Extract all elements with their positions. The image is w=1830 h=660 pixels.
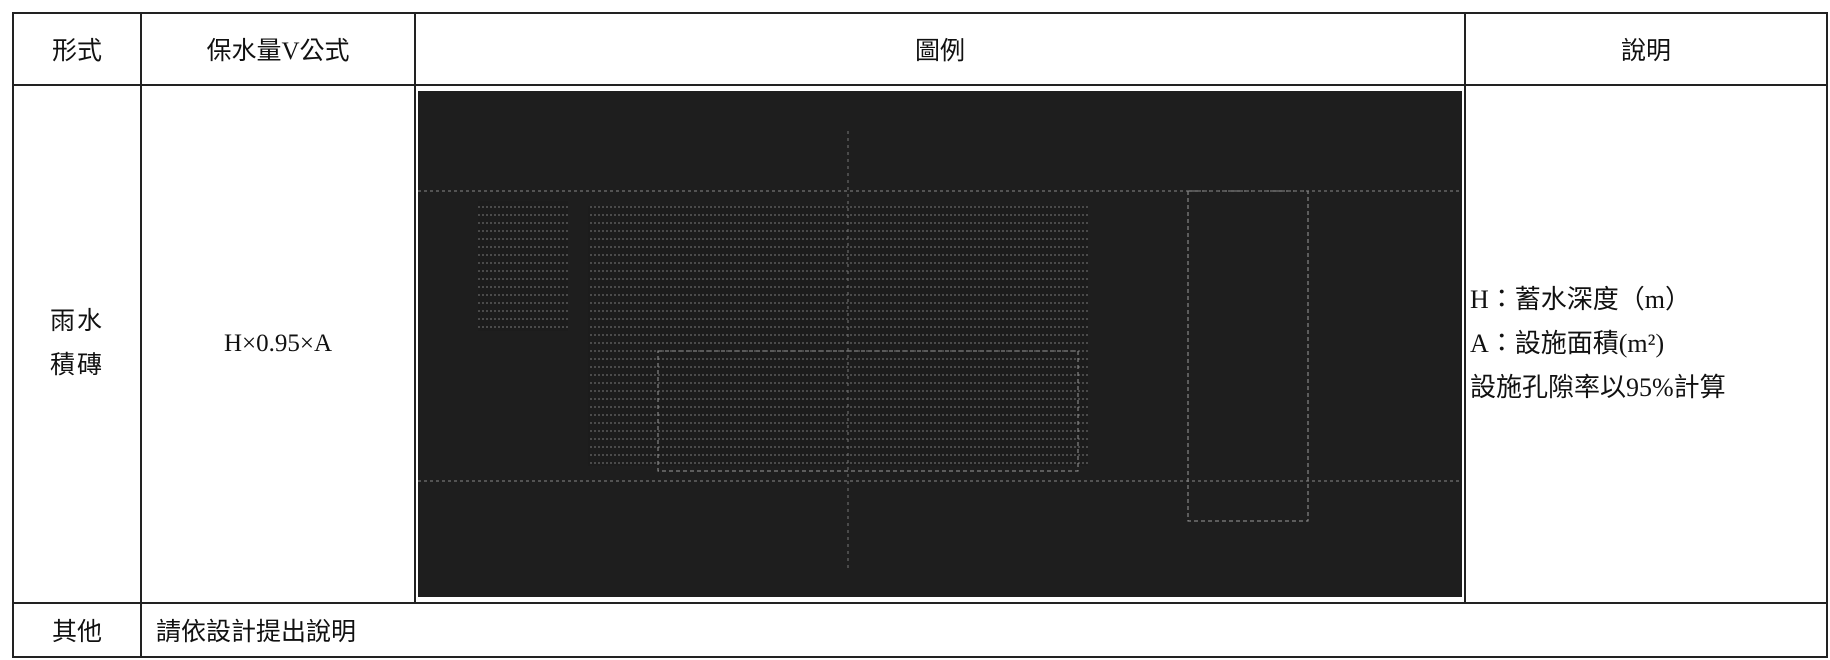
legend-figure: [418, 91, 1462, 597]
type-line: 積磚: [49, 352, 104, 379]
figure-cell: [414, 84, 1466, 604]
other-text: 請依設計提出說明: [140, 602, 1828, 658]
header-row: 形式 保水量V公式 圖例 說明: [12, 12, 1828, 86]
header-cell: 保水量V公式: [140, 12, 416, 86]
notes-cell: H：蓄水深度（m） A：設施面積(m²) 設施孔隙率以95%計算: [1464, 84, 1828, 604]
figure-structure: [478, 201, 568, 331]
table-row: 雨水 積磚 H×0.95×A: [12, 84, 1828, 604]
other-row: 其他 請依設計提出說明: [12, 602, 1828, 658]
formula-cell: H×0.95×A: [140, 84, 416, 604]
header-cell: 形式: [12, 12, 142, 86]
header-cell: 圖例: [414, 12, 1466, 86]
note-line: H：蓄水深度（m）: [1470, 285, 1692, 314]
header-cell: 說明: [1464, 12, 1828, 86]
spec-table: 形式 保水量V公式 圖例 說明 雨水 積磚 H×0.95×A: [12, 12, 1828, 658]
other-label: 其他: [12, 602, 142, 658]
note-line: 設施孔隙率以95%計算: [1470, 373, 1726, 402]
figure-structure: [588, 206, 1088, 466]
figure-structure: [657, 350, 1079, 472]
type-cell: 雨水 積磚: [12, 84, 142, 604]
note-line: A：設施面積(m²): [1470, 329, 1665, 358]
type-line: 雨水: [49, 308, 104, 335]
